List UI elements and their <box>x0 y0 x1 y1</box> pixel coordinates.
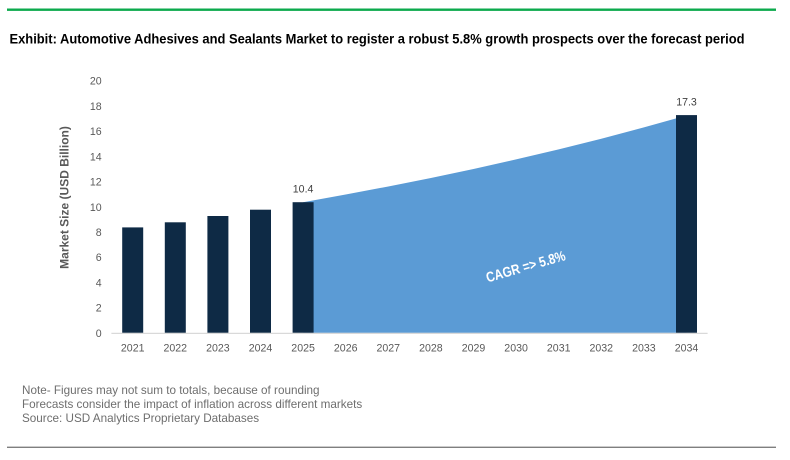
svg-text:2031: 2031 <box>547 343 571 355</box>
svg-text:Exhibit: Automotive Adhesives: Exhibit: Automotive Adhesives and Sealan… <box>10 31 745 47</box>
svg-text:2: 2 <box>96 303 102 315</box>
svg-text:2029: 2029 <box>462 343 486 355</box>
svg-text:4: 4 <box>96 278 102 290</box>
svg-text:Note- Figures may not sum to t: Note- Figures may not sum to totals, bec… <box>22 384 320 397</box>
svg-text:18: 18 <box>90 101 102 113</box>
svg-text:20: 20 <box>90 76 102 88</box>
svg-text:6: 6 <box>96 252 102 264</box>
svg-text:12: 12 <box>90 177 102 189</box>
svg-text:0: 0 <box>96 328 102 340</box>
svg-text:10.4: 10.4 <box>293 183 314 195</box>
svg-text:Source: USD Analytics Propriet: Source: USD Analytics Proprietary Databa… <box>22 412 259 425</box>
svg-text:2034: 2034 <box>675 343 699 355</box>
svg-text:2027: 2027 <box>377 343 401 355</box>
svg-text:2032: 2032 <box>590 343 614 355</box>
svg-text:17.3: 17.3 <box>676 96 697 108</box>
svg-text:2028: 2028 <box>419 343 443 355</box>
svg-text:10: 10 <box>90 202 102 214</box>
svg-text:8: 8 <box>96 227 102 239</box>
svg-text:2030: 2030 <box>504 343 528 355</box>
svg-text:Forecasts consider the impact: Forecasts consider the impact of inflati… <box>22 398 362 411</box>
svg-text:2022: 2022 <box>164 343 188 355</box>
svg-text:2025: 2025 <box>291 343 315 355</box>
svg-text:2021: 2021 <box>121 343 145 355</box>
svg-text:Market Size (USD Billion): Market Size (USD Billion) <box>57 126 71 269</box>
svg-text:2023: 2023 <box>206 343 230 355</box>
svg-text:2033: 2033 <box>632 343 656 355</box>
svg-text:2024: 2024 <box>249 343 273 355</box>
svg-text:16: 16 <box>90 126 102 138</box>
svg-text:14: 14 <box>90 151 102 163</box>
svg-text:2026: 2026 <box>334 343 358 355</box>
